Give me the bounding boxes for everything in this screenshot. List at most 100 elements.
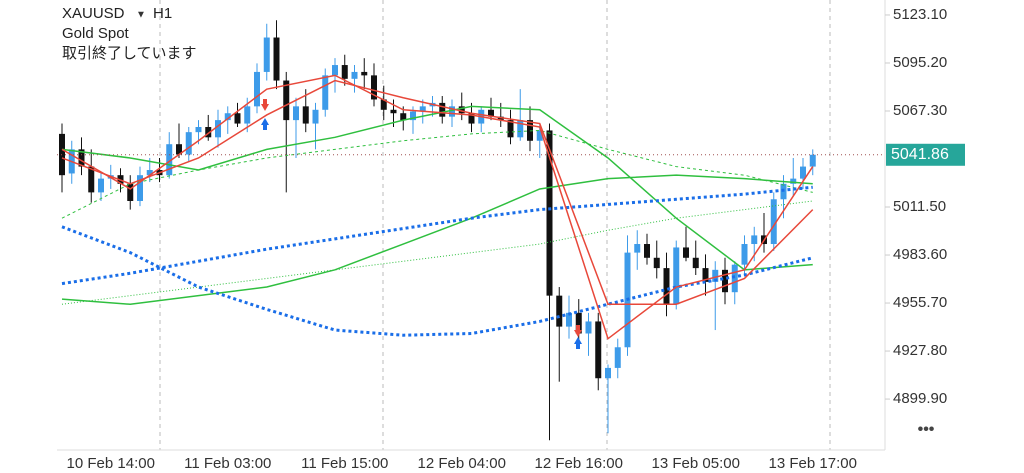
- x-tick-label: 13 Feb 05:00: [652, 455, 740, 472]
- indicator-line: [61, 105, 813, 271]
- candle-body: [185, 132, 192, 155]
- candle-body: [332, 65, 338, 76]
- candle-body: [770, 199, 777, 245]
- buy-signal: [576, 344, 580, 349]
- candle-body: [692, 257, 699, 269]
- candle-body: [351, 71, 358, 79]
- dropdown-icon[interactable]: ▼: [136, 10, 146, 21]
- buy-signal: [574, 337, 582, 344]
- candle-body: [302, 106, 309, 124]
- candle-body: [644, 244, 650, 258]
- candle-body: [98, 178, 104, 193]
- candle-body: [127, 183, 134, 201]
- indicator-line: [61, 185, 813, 286]
- y-tick-label: 4899.90: [893, 390, 947, 407]
- x-tick-label: 12 Feb 04:00: [418, 455, 506, 472]
- candle-body: [653, 257, 660, 269]
- candle-body: [439, 102, 446, 117]
- candle-body: [78, 149, 85, 167]
- y-tick-label: 4983.60: [893, 246, 947, 263]
- candle-body: [663, 268, 670, 305]
- candle-body: [88, 166, 95, 193]
- x-tick-label: 10 Feb 14:00: [67, 455, 155, 472]
- candle-body: [712, 269, 719, 282]
- candle-body: [166, 144, 173, 176]
- candle-body: [800, 166, 806, 179]
- y-tick-label: 4927.80: [893, 342, 947, 359]
- symbol: XAUUSD: [62, 5, 125, 22]
- buy-signal: [263, 125, 267, 130]
- candle-body: [595, 321, 602, 379]
- candle-body: [546, 130, 553, 296]
- candle-body: [575, 312, 582, 334]
- subtitle: Gold Spot: [62, 25, 130, 42]
- indicator-line: [61, 200, 813, 305]
- timeframe: H1: [153, 5, 172, 22]
- candle-body: [517, 120, 524, 138]
- candle-body: [273, 37, 280, 81]
- more-menu[interactable]: •••: [918, 421, 935, 438]
- candle-body: [702, 268, 709, 282]
- y-tick-label: 5011.50: [893, 198, 946, 215]
- candle-body: [263, 37, 270, 72]
- candle-body: [468, 113, 475, 124]
- candle-body: [751, 235, 758, 245]
- y-tick-label: 5095.20: [893, 54, 947, 71]
- sell-signal: [576, 325, 580, 330]
- candle-body: [371, 75, 377, 100]
- last-price-box: [886, 143, 965, 166]
- plot: [59, 20, 816, 441]
- indicator-line: [61, 79, 814, 305]
- candle-body: [507, 120, 514, 138]
- x-tick-label: 12 Feb 16:00: [535, 455, 623, 472]
- candle-body: [634, 244, 641, 253]
- candle-body: [205, 126, 212, 138]
- sell-signal: [263, 99, 267, 104]
- candle-body: [322, 75, 329, 110]
- candle-body: [683, 247, 689, 258]
- candle-body: [341, 65, 348, 79]
- candle-body: [361, 71, 368, 76]
- candle-body: [380, 99, 387, 110]
- candle-body: [488, 109, 494, 117]
- candle-body: [293, 106, 299, 121]
- candle-body: [215, 120, 221, 138]
- candle-body: [722, 269, 728, 293]
- sell-signal: [574, 330, 582, 337]
- market-status: 取引終了しています: [62, 45, 197, 62]
- indicator-line: [61, 174, 813, 305]
- buy-signal: [261, 118, 269, 125]
- candle-body: [614, 347, 621, 368]
- candle-body: [536, 130, 543, 141]
- x-tick-label: 11 Feb 03:00: [184, 455, 271, 472]
- candle-body: [731, 264, 738, 293]
- sell-signal: [261, 104, 269, 111]
- candle-body: [809, 154, 816, 167]
- candle-body: [176, 144, 182, 155]
- indicator-line: [61, 225, 814, 337]
- candle-body: [449, 106, 455, 117]
- candle-body: [400, 113, 407, 121]
- candle-body: [224, 113, 231, 121]
- x-tick-label: 11 Feb 15:00: [301, 455, 388, 472]
- candle-body: [254, 71, 260, 107]
- candle-body: [585, 321, 592, 334]
- candle-body: [195, 126, 202, 133]
- indicator-line: [61, 129, 813, 219]
- candle-body: [234, 113, 241, 124]
- candle-body: [741, 244, 748, 265]
- candle-body: [458, 106, 465, 114]
- candle-body: [790, 178, 797, 184]
- candle-body: [419, 106, 426, 112]
- y-tick-label: 4955.70: [893, 294, 947, 311]
- candle-body: [137, 175, 143, 201]
- candle-body: [244, 106, 251, 124]
- candle-body: [390, 109, 397, 114]
- candle-body: [566, 312, 572, 327]
- candle-body: [673, 247, 680, 305]
- candle-body: [556, 295, 563, 327]
- y-tick-label: 5067.30: [893, 102, 947, 119]
- candle-body: [410, 111, 416, 121]
- x-tick-label: 13 Feb 17:00: [769, 455, 857, 472]
